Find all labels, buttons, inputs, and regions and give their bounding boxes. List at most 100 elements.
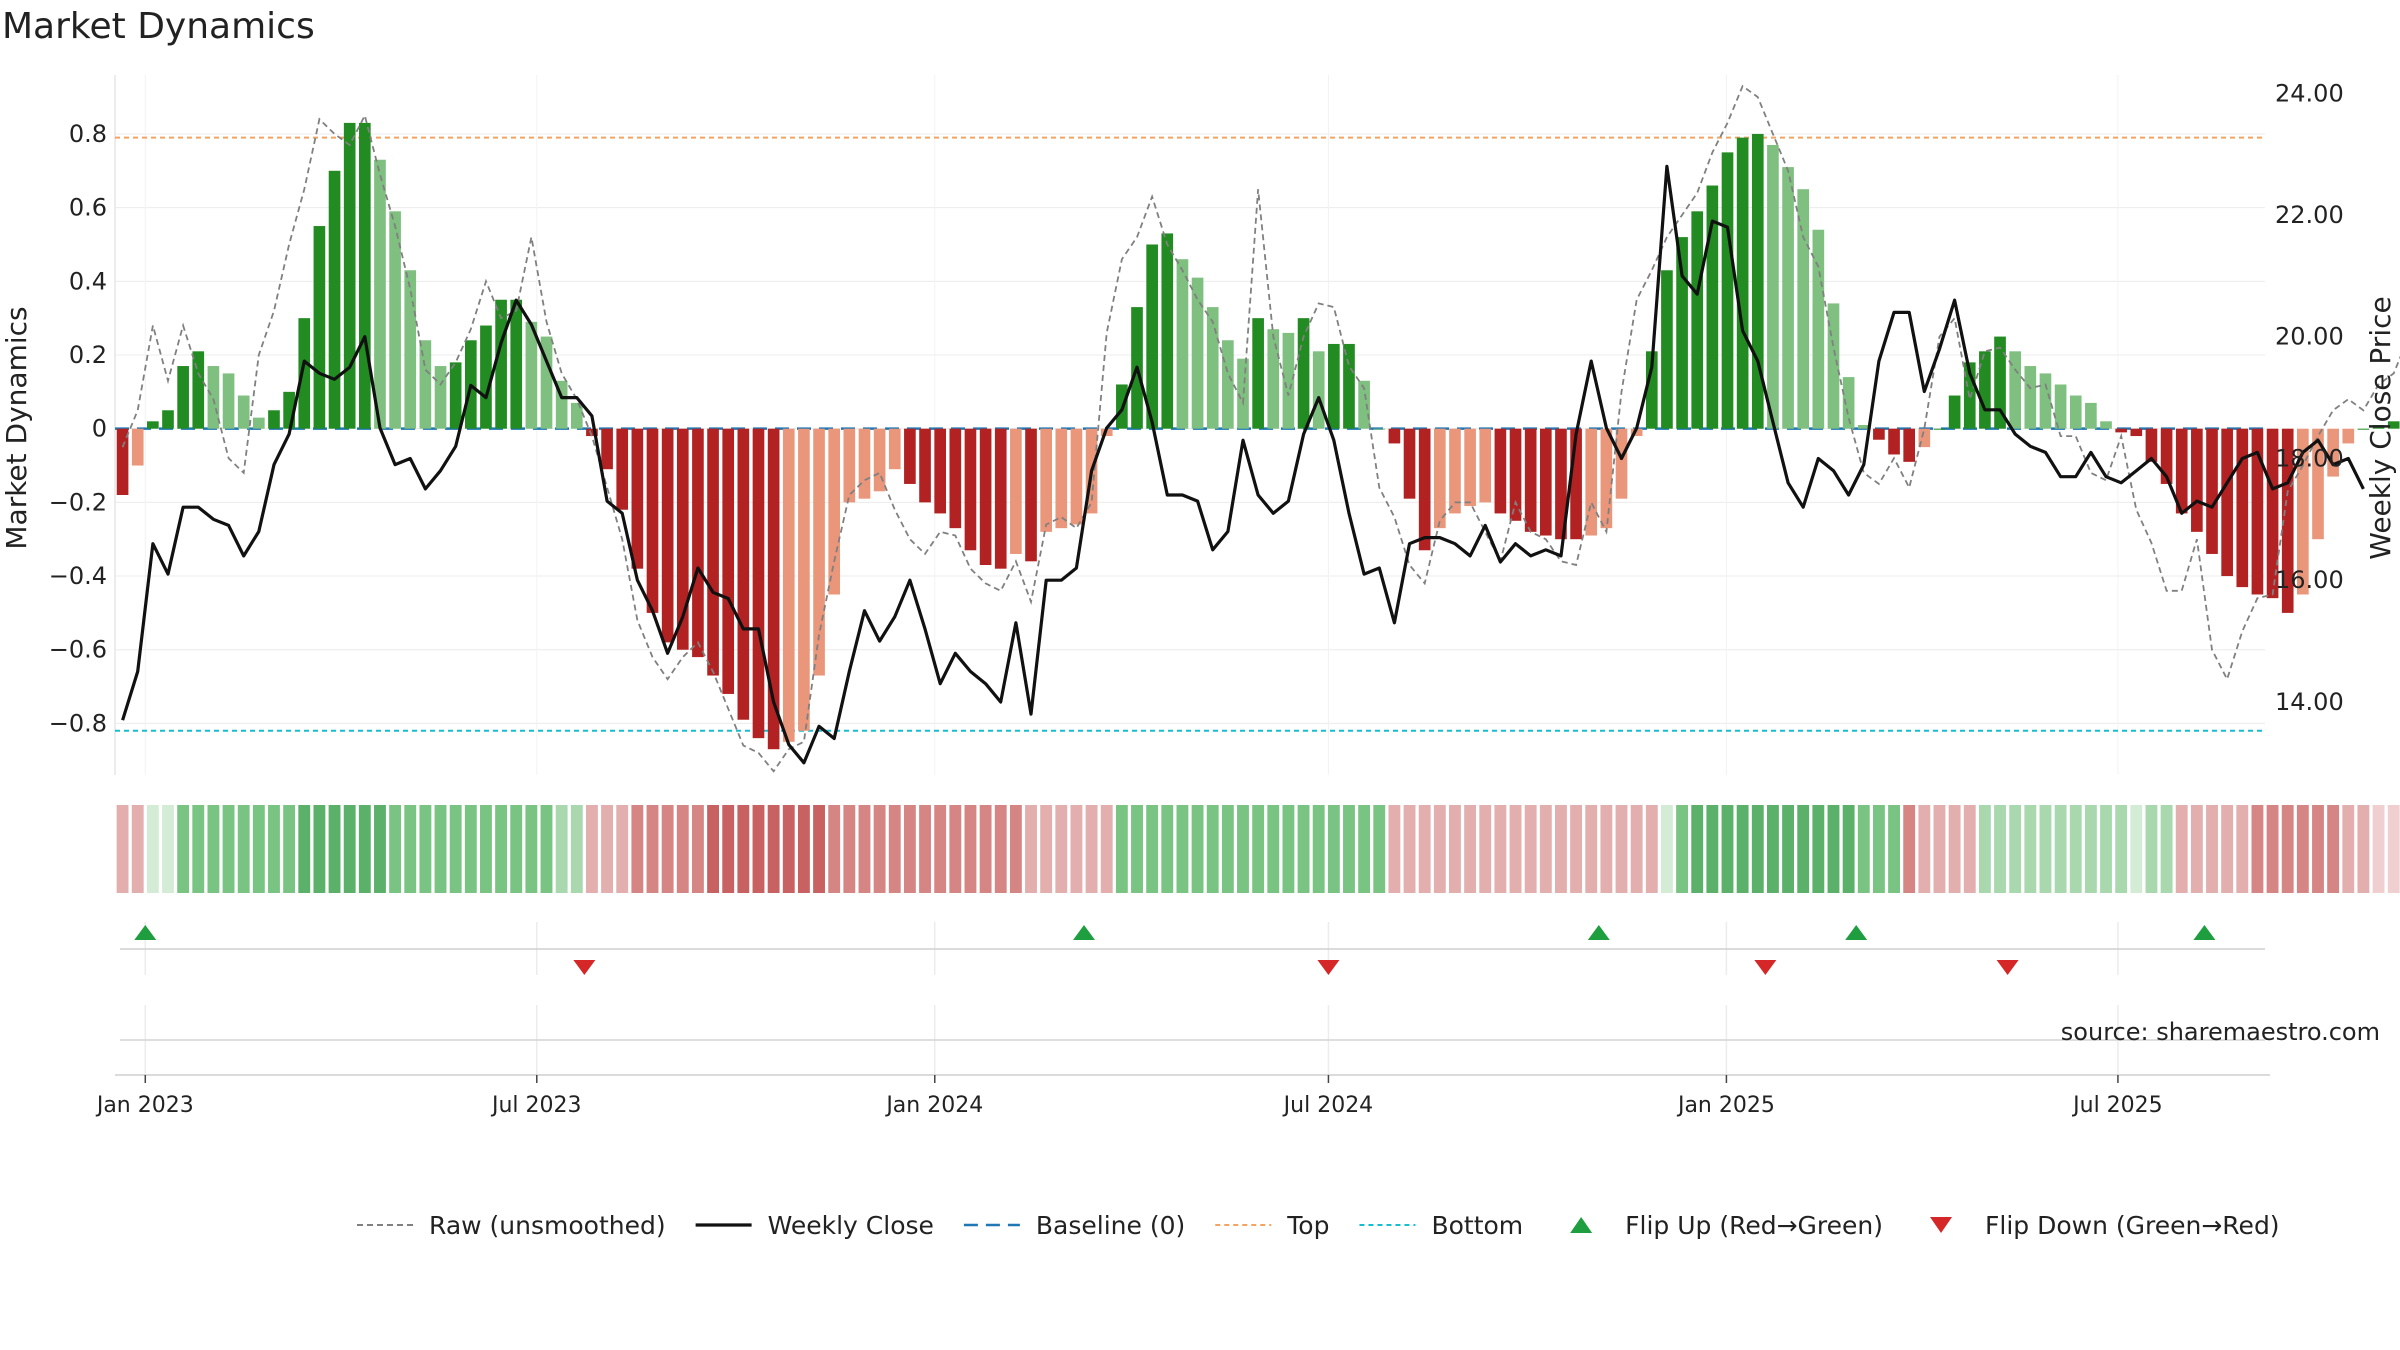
regime-band [1449, 805, 1461, 893]
dynamics-bar [949, 428, 962, 529]
regime-band [1146, 805, 1159, 893]
regime-band [313, 805, 326, 893]
dynamics-bar [1464, 428, 1476, 507]
regime-band [1040, 805, 1053, 893]
x-tick-label: Jan 2023 [95, 1093, 194, 1118]
dynamics-bar [616, 428, 629, 510]
dynamics-bar [1479, 428, 1492, 503]
regime-band [237, 805, 250, 893]
regime-band [283, 805, 296, 893]
regime-band [449, 805, 462, 893]
dynamics-bar [631, 428, 644, 569]
dynamics-bar [1494, 428, 1507, 514]
regime-band [1827, 805, 1840, 893]
regime-band [707, 805, 719, 893]
x-axis: Jan 2023 Jul 2023 Jan 2024 Jul 2024 Jan 2025… [95, 1075, 2163, 1118]
chart-title: Market Dynamics [2, 6, 315, 47]
dynamics-bar [2372, 425, 2385, 429]
dynamics-bar [1676, 237, 1688, 429]
left-axis-label: Market Dynamics [0, 306, 33, 549]
dynamics-bar [888, 428, 901, 470]
regime-band [828, 805, 841, 893]
regime-band [1661, 805, 1673, 893]
dynamics-bar [313, 226, 326, 429]
legend-swatch-flip-down [1930, 1217, 1953, 1233]
dynamics-bar [1433, 428, 1446, 529]
regime-band [586, 805, 598, 893]
regime-band [1691, 805, 1704, 893]
regime-band [510, 805, 523, 893]
regime-band [1842, 805, 1855, 893]
regime-band [2024, 805, 2037, 893]
dynamics-bar [1782, 167, 1794, 429]
dynamics-bar [1767, 145, 1779, 429]
regime-band [1433, 805, 1446, 893]
regime-band [480, 805, 492, 893]
right-tick-label: 16.00 [2275, 566, 2344, 594]
regime-band [1736, 805, 1749, 893]
raw-series [121, 84, 2400, 773]
dynamics-bar [162, 410, 174, 429]
dynamics-bar [2130, 428, 2143, 437]
regime-band [2281, 805, 2294, 893]
regime-band [2312, 805, 2324, 893]
regime-band [1812, 805, 1825, 893]
dynamics-bar [2175, 428, 2188, 514]
regime-band [1555, 805, 1567, 893]
right-tick-label: 14.00 [2275, 688, 2344, 716]
dynamics-bar [525, 321, 538, 429]
dynamics-bar [1010, 428, 1022, 554]
dynamics-bar [268, 410, 280, 429]
dynamics-bar [1918, 428, 1931, 448]
dynamics-bar [1146, 244, 1158, 429]
dynamics-bars [116, 122, 2400, 750]
dynamics-bar [737, 428, 750, 720]
dynamics-bar [1328, 343, 1340, 429]
dynamics-bar [2054, 384, 2067, 429]
weekly-close-series [121, 164, 2365, 765]
dynamics-bar [1857, 425, 1870, 429]
flip-down-marker [573, 960, 596, 975]
regime-band [722, 805, 735, 893]
regime-band [1009, 805, 1022, 893]
dynamics-bar [1751, 133, 1764, 429]
dynamics-bar [177, 366, 189, 429]
dynamics-bar [2266, 428, 2279, 599]
dynamics-bar [510, 299, 523, 429]
regime-band [1161, 805, 1174, 893]
dynamics-bar [1191, 277, 1204, 429]
dynamics-bar [1842, 377, 1855, 429]
dynamics-bar [646, 428, 659, 613]
regime-band [177, 805, 190, 893]
regime-band [1676, 805, 1689, 893]
flip-up-marker [134, 925, 157, 940]
dynamics-bar [2327, 428, 2339, 477]
regime-band [1191, 805, 1204, 893]
dynamics-bar [1312, 351, 1325, 429]
regime-band [1888, 805, 1900, 893]
dynamics-bar [1645, 351, 1658, 429]
regime-band [979, 805, 992, 893]
dynamics-bar [253, 417, 265, 429]
dynamics-bar [1222, 340, 1234, 429]
legend-label: Flip Up (Red→Green) [1625, 1211, 1883, 1240]
dynamics-bar [1524, 428, 1537, 532]
dynamics-bar [283, 391, 295, 429]
regime-band [873, 805, 886, 893]
left-tick-label: 0.2 [69, 341, 107, 369]
regime-band [374, 805, 386, 893]
dynamics-bar [1418, 428, 1431, 551]
regime-band [1464, 805, 1477, 893]
dynamics-bar [1358, 380, 1370, 429]
dynamics-bar [570, 402, 583, 429]
regime-band [2296, 805, 2309, 893]
regime-band [2145, 805, 2158, 893]
regime-band [1388, 805, 1401, 893]
dynamics-bar [1237, 358, 1249, 429]
flip-up-marker [1073, 925, 1096, 940]
legend-swatch-flip-up [1570, 1217, 1593, 1233]
regime-band [1585, 805, 1598, 893]
dynamics-bar [964, 428, 977, 551]
dynamics-bar [1721, 152, 1734, 429]
